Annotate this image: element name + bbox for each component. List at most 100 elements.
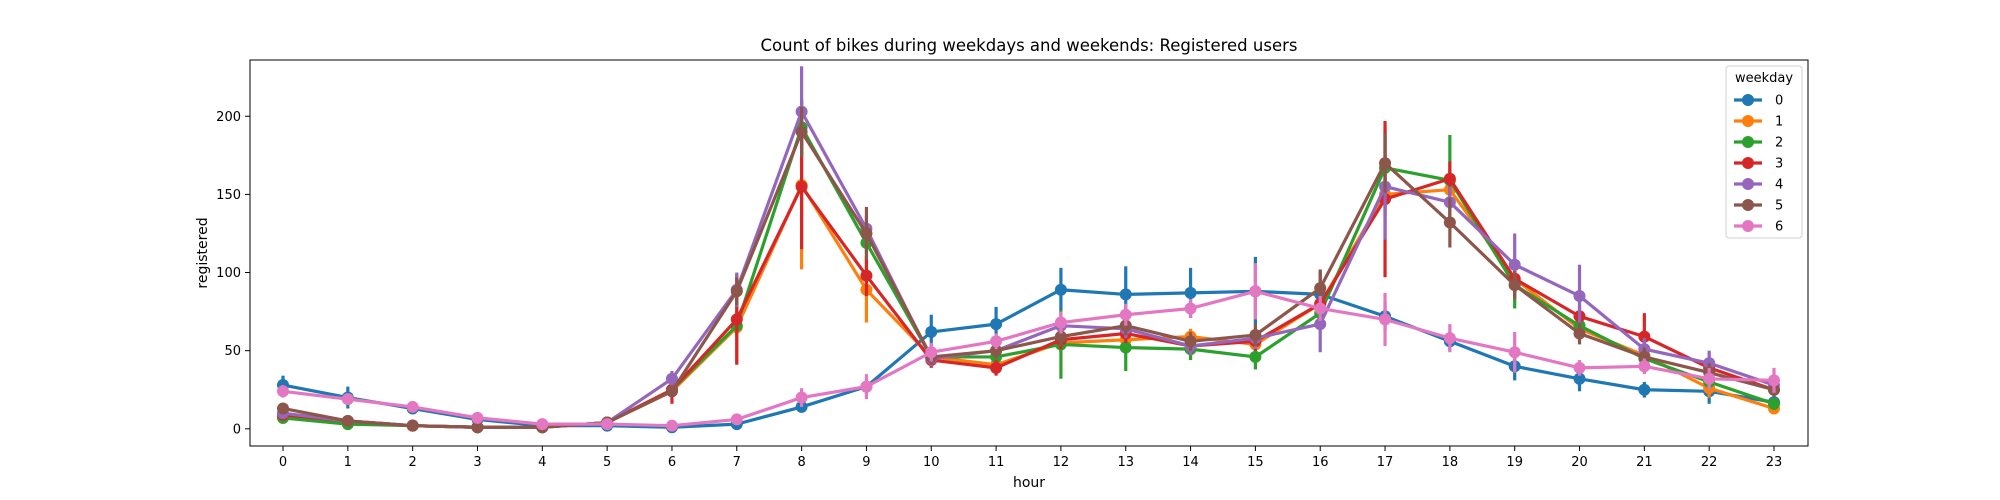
x-tick-label: 16 (1312, 455, 1329, 470)
x-tick-label: 0 (279, 455, 287, 470)
series-line (282, 289, 1775, 428)
legend-item-1: 1 (1734, 115, 1783, 130)
data-point (1314, 302, 1327, 315)
data-point (1379, 157, 1392, 170)
legend-label: 2 (1775, 136, 1783, 151)
data-point (1249, 329, 1262, 342)
legend-swatch-marker (1742, 157, 1754, 169)
x-tick-label: 18 (1442, 455, 1459, 470)
data-point (1638, 360, 1651, 373)
data-point (1768, 374, 1780, 387)
data-point (1638, 330, 1651, 343)
x-tick-label: 11 (988, 455, 1005, 470)
y-tick-label: 50 (224, 344, 241, 359)
series-line (282, 109, 1775, 429)
data-point (1054, 316, 1067, 329)
data-point (471, 421, 484, 434)
legend-title: weekday (1735, 71, 1793, 86)
data-point (1573, 327, 1586, 340)
x-tick-label: 3 (473, 455, 481, 470)
y-tick-label: 0 (233, 422, 241, 437)
data-point (1703, 372, 1716, 385)
data-point (860, 269, 873, 282)
data-point (860, 227, 873, 240)
data-point (1054, 283, 1067, 296)
data-point (1573, 372, 1586, 385)
plot-lines (277, 66, 1780, 434)
data-point (665, 419, 678, 432)
x-tick-label: 5 (603, 455, 611, 470)
data-point (277, 385, 289, 398)
x-tick-label: 4 (538, 455, 546, 470)
x-tick-label: 8 (797, 455, 805, 470)
x-axis-label: hour (1013, 475, 1045, 491)
x-tick-label: 20 (1571, 455, 1588, 470)
data-point (925, 346, 938, 359)
series-line (282, 177, 1775, 429)
data-point (471, 411, 484, 424)
y-axis-label: registered (195, 217, 211, 288)
x-tick-label: 15 (1247, 455, 1264, 470)
data-point (795, 391, 808, 404)
x-tick-label: 6 (668, 455, 676, 470)
series-4 (277, 66, 1780, 434)
legend: weekday 0 1 2 3 4 5 6 (1725, 65, 1803, 239)
series-6 (277, 263, 1780, 432)
x-tick-label: 21 (1636, 455, 1653, 470)
data-point (730, 413, 743, 426)
legend-swatch-marker (1742, 178, 1754, 190)
x-tick-label: 1 (344, 455, 352, 470)
legend-label: 4 (1775, 178, 1783, 193)
x-tick-label: 2 (409, 455, 417, 470)
series-line (282, 130, 1775, 429)
data-point (1184, 335, 1197, 348)
data-point (1119, 288, 1132, 301)
data-point (1508, 346, 1521, 359)
legend-swatch-marker (1742, 115, 1754, 127)
data-point (665, 372, 678, 385)
data-point (1573, 289, 1586, 302)
legend-swatch-marker (1742, 136, 1754, 148)
data-point (990, 318, 1003, 331)
x-axis: 0 1 2 3 4 5 6 7 8 9 10 11 12 13 14 15 16 17 18 19 20 21 22 23 (279, 446, 1782, 470)
data-point (1443, 332, 1456, 345)
legend-item-2: 2 (1734, 136, 1783, 151)
data-point (1508, 279, 1521, 292)
data-point (860, 380, 873, 393)
legend-item-3: 3 (1734, 157, 1783, 172)
legend-item-6: 6 (1734, 220, 1783, 235)
data-point (1379, 313, 1392, 326)
data-point (1314, 318, 1327, 331)
data-point (601, 418, 614, 431)
legend-swatch-marker (1742, 94, 1754, 106)
series-1 (277, 100, 1780, 434)
y-tick-label: 150 (216, 188, 241, 203)
data-point (795, 125, 808, 138)
data-point (341, 414, 354, 427)
data-point (1249, 285, 1262, 298)
series-2 (277, 99, 1780, 434)
data-point (406, 400, 419, 413)
x-tick-label: 22 (1701, 455, 1718, 470)
legend-box (1725, 65, 1803, 239)
y-axis: 0 50 100 150 200 (216, 110, 250, 437)
x-tick-label: 13 (1117, 455, 1134, 470)
series-3 (277, 120, 1780, 434)
data-point (1768, 397, 1780, 410)
data-point (925, 325, 938, 338)
data-point (730, 285, 743, 298)
x-tick-label: 14 (1182, 455, 1199, 470)
legend-label: 6 (1775, 220, 1783, 235)
chart-title: Count of bikes during weekdays and weeke… (761, 36, 1298, 55)
data-point (990, 344, 1003, 357)
series-5 (277, 106, 1780, 434)
y-tick-label: 200 (216, 110, 241, 125)
x-tick-label: 12 (1053, 455, 1070, 470)
legend-items: 0 1 2 3 4 5 6 (1734, 94, 1783, 235)
data-point (1184, 286, 1197, 299)
data-point (665, 385, 678, 398)
x-tick-label: 10 (923, 455, 940, 470)
y-tick-label: 100 (216, 266, 241, 281)
data-point (1573, 361, 1586, 374)
